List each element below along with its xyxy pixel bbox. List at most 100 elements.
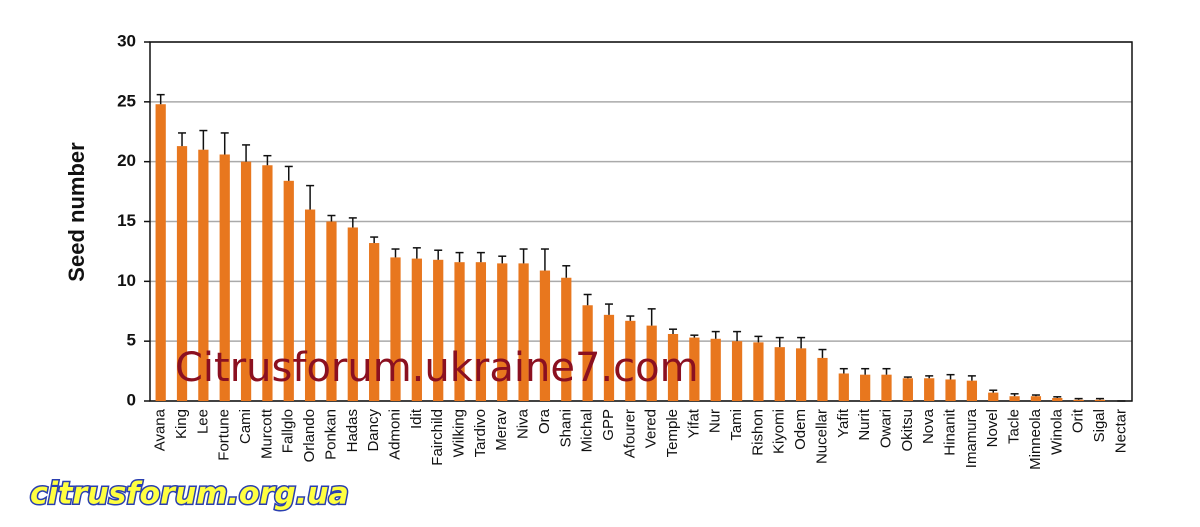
- bar: [219, 154, 230, 401]
- x-tick-label: Avana: [152, 408, 169, 451]
- y-tick-label: 10: [117, 271, 136, 290]
- x-tick-label: Ponkan: [322, 409, 339, 460]
- bar: [860, 374, 871, 401]
- watermark: Citrusforum.ukraine7.com: [175, 345, 699, 391]
- bar: [924, 378, 935, 401]
- bar: [689, 337, 700, 401]
- x-tick-label: Winola: [1048, 408, 1065, 455]
- x-tick-label: Idit: [408, 408, 425, 429]
- x-tick-label: Tacle: [1006, 409, 1023, 444]
- bar: [561, 277, 572, 401]
- bar: [838, 373, 849, 401]
- plot-frame: [149, 41, 1133, 402]
- x-tick-label: Minneola: [1027, 408, 1044, 470]
- x-tick-label: Cami: [237, 409, 254, 444]
- bar: [710, 338, 721, 401]
- bar: [369, 243, 380, 401]
- bar: [411, 258, 422, 401]
- x-tick-label: Kiyomi: [771, 409, 788, 454]
- bar: [1094, 399, 1106, 401]
- bar: [646, 325, 657, 401]
- bar: [390, 257, 401, 401]
- x-tick-label: Yifat: [685, 408, 702, 438]
- x-tick-label: Nectar: [1112, 409, 1129, 453]
- bar: [539, 270, 551, 401]
- x-tick-label: Odem: [792, 409, 809, 450]
- bar: [1073, 399, 1084, 401]
- x-tick-label: Tami: [728, 409, 745, 441]
- bar: [454, 262, 465, 401]
- bar: [1052, 398, 1063, 401]
- x-tick-label: Novel: [984, 409, 1001, 447]
- x-tick-label: Nucellar: [813, 409, 830, 464]
- bar: [198, 149, 209, 401]
- x-tick-label: Orit: [1070, 408, 1087, 433]
- x-tick-label: Dancy: [365, 409, 382, 452]
- bar: [753, 342, 764, 401]
- x-tick-label: Fortune: [216, 409, 233, 461]
- x-tick-label: Owari: [877, 409, 894, 448]
- y-tick-label: 25: [117, 91, 136, 110]
- x-tick-label: Fairchild: [429, 409, 446, 466]
- x-tick-label: Hadas: [344, 409, 361, 452]
- bar: [817, 357, 828, 401]
- bar: [518, 263, 529, 401]
- bar: [176, 146, 188, 401]
- bar: [347, 227, 358, 401]
- x-tick-label: Okitsu: [899, 409, 916, 452]
- bar: [1009, 396, 1020, 401]
- bar: [731, 341, 743, 401]
- bar: [497, 263, 508, 401]
- bar: [1030, 396, 1042, 401]
- x-tick-label: Yafit: [835, 408, 852, 438]
- x-tick-label: King: [173, 409, 190, 439]
- x-tick-label: Ora: [536, 408, 553, 434]
- bar: [966, 380, 978, 401]
- bar: [795, 348, 807, 401]
- y-tick-label: 0: [127, 390, 136, 409]
- x-tick-label: Shani: [557, 409, 574, 447]
- x-tick-label: Afourer: [621, 409, 638, 458]
- y-tick-label: 30: [117, 31, 136, 50]
- x-tick-label: Lee: [194, 409, 211, 434]
- x-tick-label: Nur: [707, 409, 724, 433]
- x-tick-label: Orlando: [301, 409, 318, 462]
- x-tick-label: Sigal: [1091, 409, 1108, 442]
- x-tick-label: GPP: [600, 409, 617, 441]
- bar: [155, 104, 166, 401]
- y-tick-label: 5: [127, 331, 136, 350]
- x-tick-label: Murcott: [258, 408, 275, 459]
- x-tick-label: Hinanit: [942, 408, 959, 456]
- bar: [881, 374, 892, 401]
- bar: [475, 262, 487, 401]
- bar: [902, 378, 913, 401]
- y-tick-label: 20: [117, 151, 136, 170]
- x-tick-label: Fallglo: [280, 409, 297, 453]
- x-tick-label: Merav: [493, 409, 510, 451]
- bar: [774, 347, 785, 401]
- x-tick-label: Temple: [664, 409, 681, 457]
- x-tick-label: Imamura: [963, 408, 980, 468]
- x-tick-label: Vered: [643, 409, 660, 448]
- bar: [582, 305, 593, 401]
- bar: [326, 221, 337, 401]
- bar: [283, 180, 294, 401]
- x-tick-label: Tardivo: [472, 409, 489, 457]
- x-tick-label: Nurit: [856, 408, 873, 441]
- bar: [625, 320, 636, 401]
- bar: [304, 209, 316, 401]
- bar: [667, 333, 679, 401]
- bar: [262, 165, 273, 401]
- bar: [945, 379, 956, 401]
- bar: [240, 161, 252, 401]
- bar: [988, 392, 999, 401]
- x-tick-label: Michal: [579, 409, 596, 452]
- x-tick-label: Niva: [515, 408, 532, 439]
- bar: [433, 259, 444, 401]
- x-tick-label: Rishon: [749, 409, 766, 456]
- x-tick-label: Admoni: [386, 409, 403, 460]
- x-tick-label: Nova: [920, 408, 937, 444]
- x-tick-label: Wilking: [451, 409, 468, 457]
- y-axis-label: Seed number: [64, 142, 89, 282]
